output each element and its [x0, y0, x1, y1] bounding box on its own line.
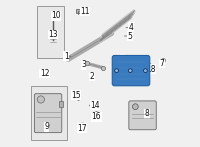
Circle shape [37, 96, 44, 103]
Text: 3: 3 [81, 60, 86, 69]
FancyBboxPatch shape [129, 101, 156, 130]
Text: 10: 10 [51, 11, 61, 20]
Text: 5: 5 [128, 31, 133, 41]
Circle shape [128, 69, 132, 72]
FancyBboxPatch shape [34, 94, 62, 133]
Text: 12: 12 [40, 69, 49, 78]
Text: 16: 16 [92, 112, 101, 121]
Text: 1: 1 [64, 52, 68, 61]
Text: 11: 11 [80, 7, 90, 16]
Text: 8: 8 [144, 109, 149, 118]
FancyBboxPatch shape [31, 86, 67, 140]
Text: 14: 14 [90, 101, 100, 110]
Text: 4: 4 [129, 23, 133, 32]
Circle shape [132, 104, 138, 110]
Text: 15: 15 [71, 91, 81, 100]
FancyBboxPatch shape [37, 6, 64, 58]
Text: 18: 18 [146, 65, 156, 74]
Bar [59, 101, 63, 107]
Text: 13: 13 [48, 30, 58, 39]
Text: 7: 7 [160, 59, 164, 68]
FancyBboxPatch shape [112, 55, 150, 86]
Text: 6: 6 [120, 55, 125, 64]
Text: 2: 2 [90, 72, 94, 81]
Circle shape [115, 69, 118, 72]
Text: 17: 17 [77, 124, 87, 133]
Text: 9: 9 [44, 122, 49, 131]
Circle shape [144, 69, 147, 72]
